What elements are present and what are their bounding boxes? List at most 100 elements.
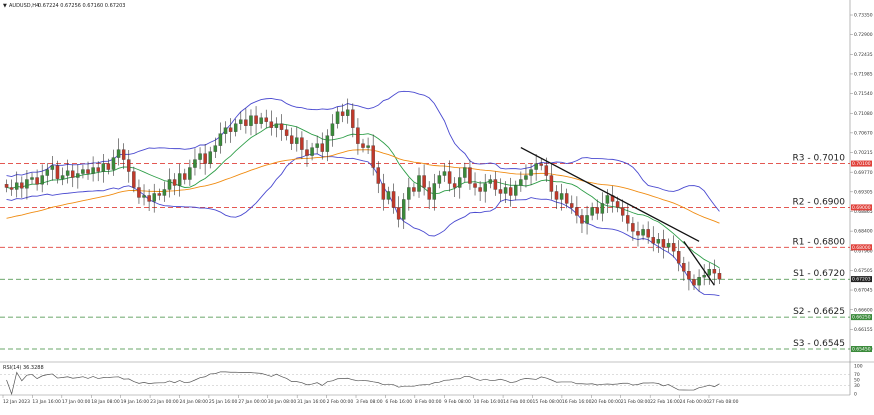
candle-down xyxy=(498,189,503,194)
candle-up xyxy=(208,151,212,164)
candle-down xyxy=(381,183,386,200)
candle-up xyxy=(463,167,467,178)
rsi-tick-label: 0 xyxy=(854,392,857,398)
candle-down xyxy=(620,207,625,216)
bollinger-lower-line xyxy=(6,153,720,297)
candle-down xyxy=(264,117,268,122)
candle-down xyxy=(712,269,717,274)
time-tick-label: 25 Jan 16:00 xyxy=(209,399,238,405)
candle-down xyxy=(203,153,207,164)
time-tick-label: 2 Feb 00:00 xyxy=(327,399,354,405)
candle-up xyxy=(432,183,437,200)
candle-up xyxy=(142,195,146,198)
candle-down xyxy=(478,187,482,192)
candle-down xyxy=(391,191,396,208)
time-tick-label: 27 Jan 00:00 xyxy=(238,399,267,405)
candle-up xyxy=(295,137,299,144)
price-tick-label: 0.71985 xyxy=(854,72,873,78)
candle-down xyxy=(631,223,635,232)
price-tag xyxy=(851,276,872,283)
candle-up xyxy=(259,117,263,124)
candle-down xyxy=(284,129,289,136)
candle-down xyxy=(172,179,177,186)
candle-up xyxy=(488,179,493,184)
candle-up xyxy=(519,179,523,186)
time-tick-label: 30 Jan 08:00 xyxy=(268,399,297,405)
candle-down xyxy=(427,187,431,200)
candle-down xyxy=(671,243,676,252)
price-tick-label: 0.69770 xyxy=(854,170,873,176)
candle-up xyxy=(249,115,253,126)
candle-up xyxy=(442,171,447,176)
candle-down xyxy=(508,187,513,196)
candle-up xyxy=(386,191,391,200)
time-tick-label: 8 Feb 00:00 xyxy=(415,399,442,405)
candle-up xyxy=(707,269,711,276)
candle-up xyxy=(559,193,564,200)
candle-down xyxy=(340,111,345,116)
candle-down xyxy=(473,183,477,188)
candle-down xyxy=(305,149,309,156)
time-tick-label: 9 Feb 08:00 xyxy=(444,399,471,405)
candle-down xyxy=(452,183,457,188)
candle-up xyxy=(188,167,192,180)
candle-up xyxy=(310,147,314,156)
candle-up xyxy=(193,159,197,168)
candle-down xyxy=(626,215,630,224)
price-tag xyxy=(851,314,872,321)
candle-up xyxy=(483,183,487,192)
price-tick-label: 0.71540 xyxy=(854,91,873,97)
rsi-tick-label: 70 xyxy=(854,372,860,378)
rsi-line xyxy=(6,371,720,396)
price-tag-label: 0.67203 xyxy=(852,277,871,283)
time-tick-label: 18 Jan 08:00 xyxy=(91,399,120,405)
candle-down xyxy=(361,143,365,148)
candle-down xyxy=(157,193,162,196)
candle-down xyxy=(447,171,452,184)
candle-up xyxy=(45,169,50,176)
candle-down xyxy=(676,251,681,264)
level-lines: R3 - 0.7010 R2 - 0.6900 R1 - 0.6800 S1 - 0.… xyxy=(0,154,850,350)
price-tag xyxy=(851,160,872,167)
candle-up xyxy=(65,170,70,176)
candle-down xyxy=(396,207,401,220)
price-tag-label: 0.65450 xyxy=(852,347,871,353)
level-label-support: S3 - 0.6545 xyxy=(793,339,845,349)
candle-up xyxy=(402,199,406,220)
candle-down xyxy=(356,127,360,144)
candle-up xyxy=(30,177,34,180)
candle-down xyxy=(127,159,131,172)
candle-up xyxy=(585,215,589,224)
trendline-main xyxy=(520,147,700,242)
price-tick-label: 0.68400 xyxy=(854,229,873,235)
candle-up xyxy=(91,167,95,174)
price-tick-label: 0.67045 xyxy=(854,288,873,294)
price-tag xyxy=(851,346,872,353)
time-tick-label: 3 Feb 08:00 xyxy=(356,399,383,405)
candle-up xyxy=(366,145,370,148)
candle-up xyxy=(407,187,411,200)
candle-up xyxy=(666,243,671,248)
candle-down xyxy=(549,175,554,192)
candle-down xyxy=(244,119,248,126)
candle-up xyxy=(116,149,121,158)
candle-down xyxy=(289,135,294,144)
price-tick-label: 0.67505 xyxy=(854,268,873,274)
candle-down xyxy=(376,167,381,184)
price-tag-label: 0.68000 xyxy=(852,245,871,251)
candle-down xyxy=(636,231,640,236)
candle-down xyxy=(320,143,324,152)
rsi-tick-label: 50 xyxy=(854,378,860,384)
candle-up xyxy=(600,203,605,214)
candle-up xyxy=(213,145,218,152)
candle-up xyxy=(40,175,44,185)
candle-down xyxy=(580,215,584,224)
candle-up xyxy=(437,175,442,184)
price-tick-label: 0.68865 xyxy=(854,209,873,215)
candle-up xyxy=(162,189,167,196)
level-label-support: S2 - 0.6625 xyxy=(793,307,845,317)
candle-down xyxy=(371,145,375,168)
time-tick-label: 31 Jan 16:00 xyxy=(297,399,326,405)
time-tick-label: 6 Feb 16:00 xyxy=(385,399,412,405)
